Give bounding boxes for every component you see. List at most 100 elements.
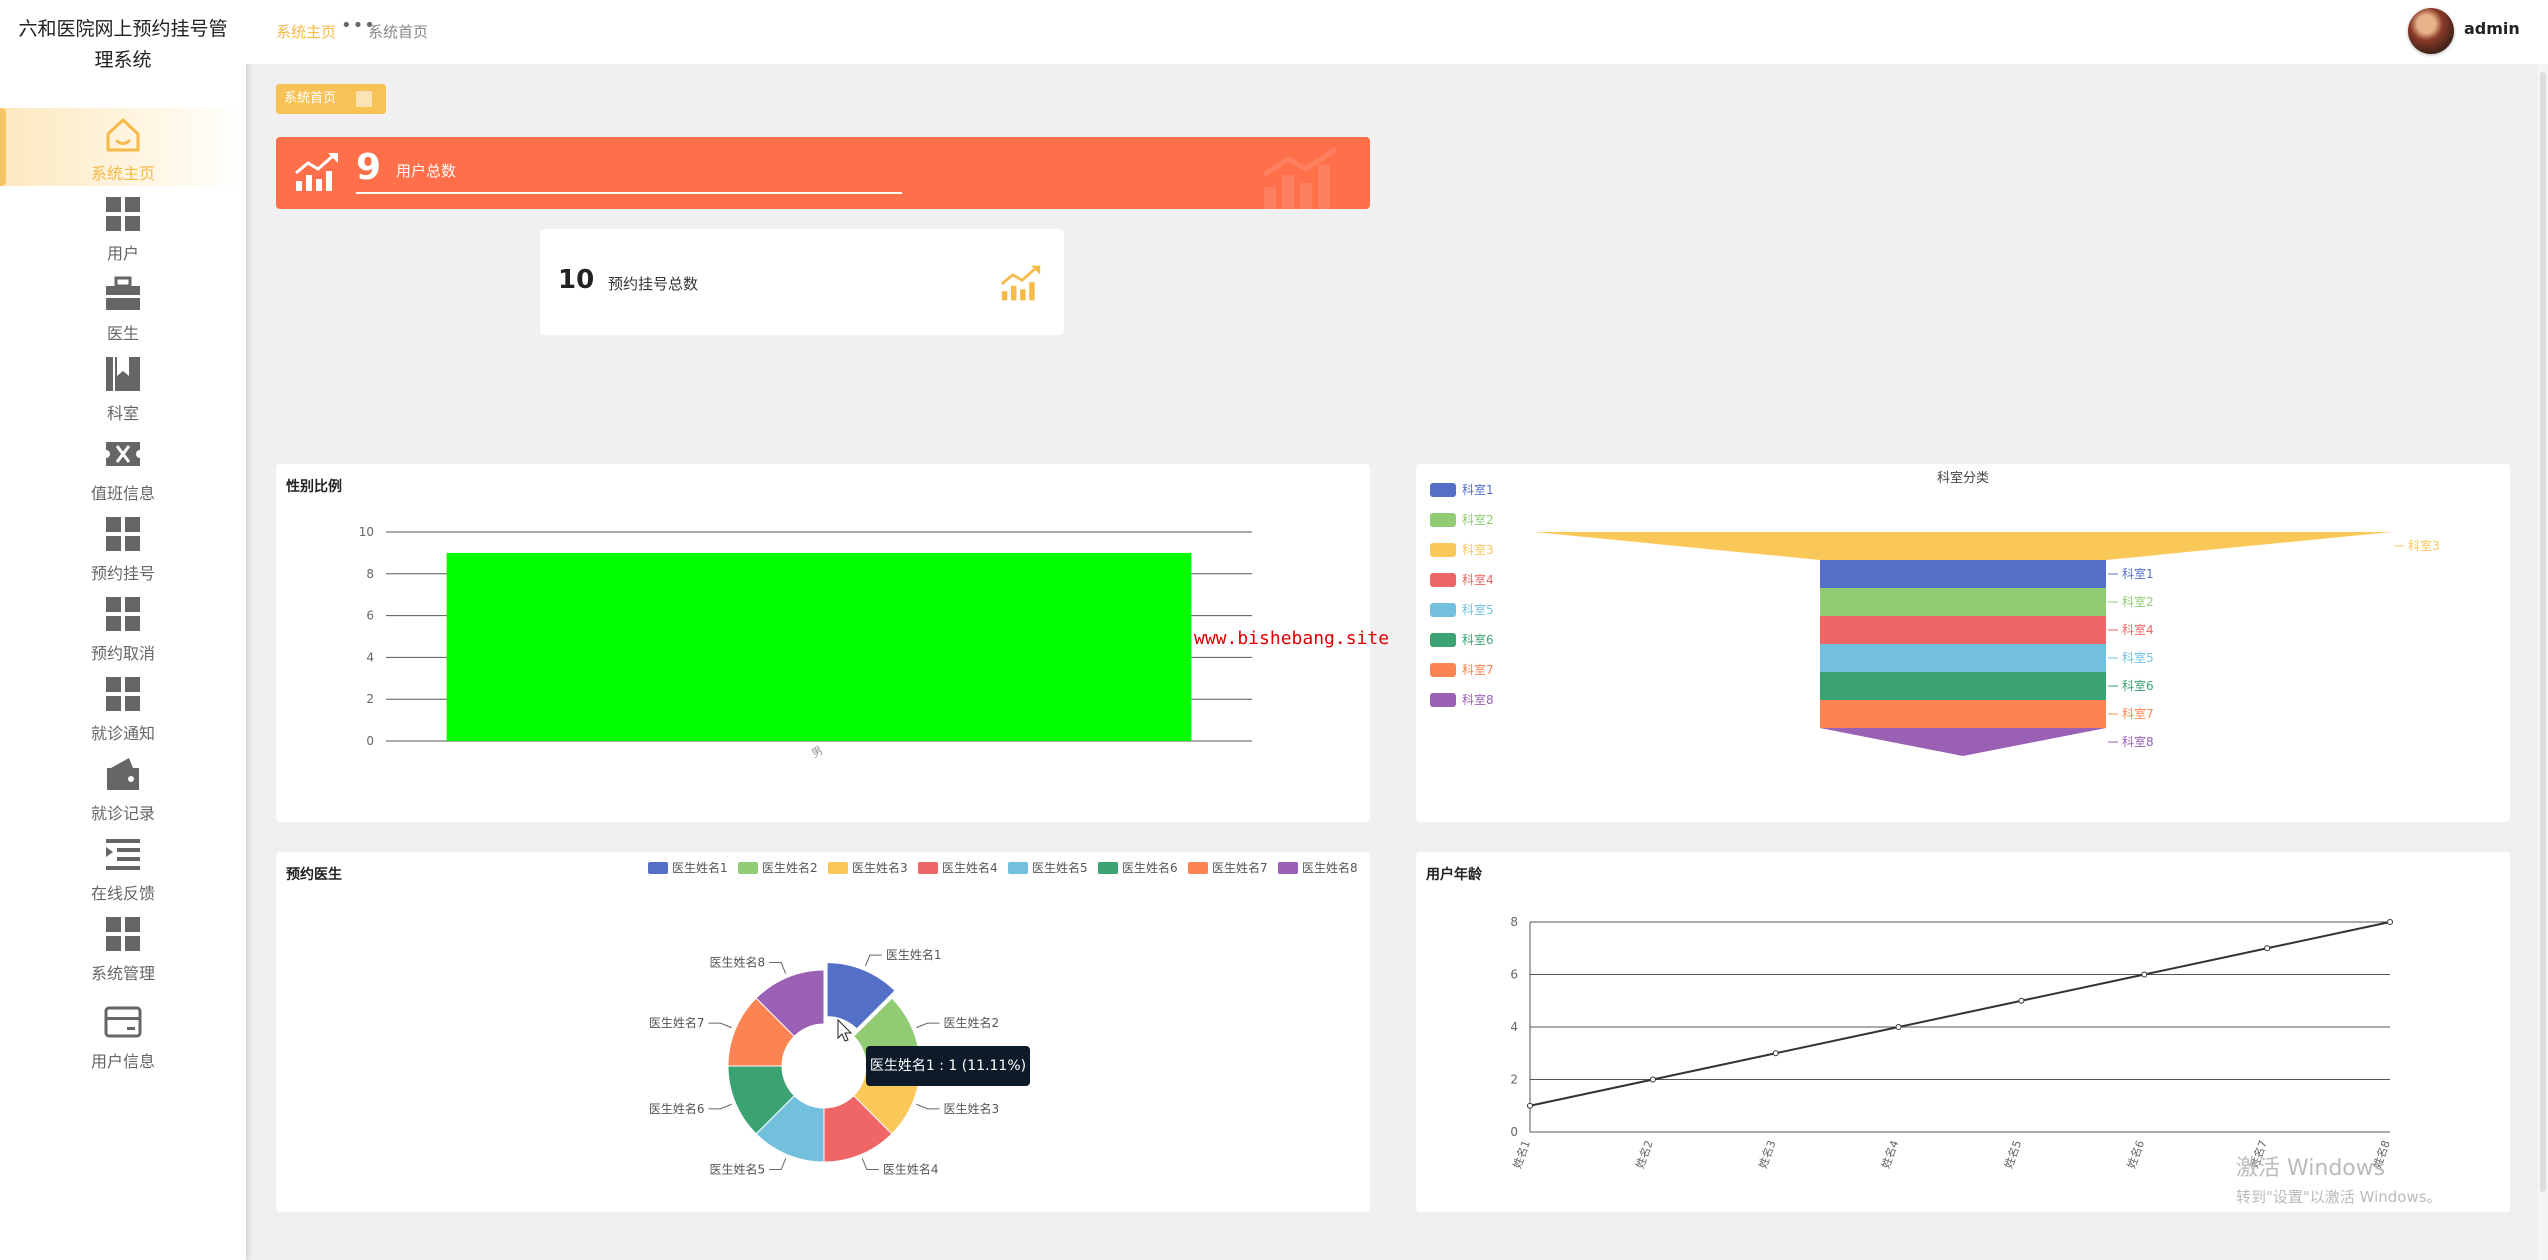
y-tick-label: 8 — [366, 567, 374, 581]
stat-appointments-value: 10 — [558, 265, 595, 295]
sidebar-item-1[interactable]: 系统主页 — [0, 108, 246, 186]
sidebar-item-6[interactable]: 预约挂号 — [0, 508, 246, 586]
trend-up-icon — [295, 153, 338, 191]
data-point — [2141, 971, 2148, 978]
tag-close-icon[interactable] — [356, 91, 372, 107]
legend-swatch — [1430, 603, 1456, 617]
legend-swatch — [1188, 862, 1208, 874]
pie-label: 医生姓名4 — [883, 1161, 939, 1176]
doctor-pie-chart: 医生姓名1 医生姓名2 医生姓名3 医生姓名4 医生姓名5 医生姓名6 医生姓名7 医生姓名8… — [648, 860, 1358, 1176]
system-title: 六和医院网上预约挂号管理系统 — [18, 18, 228, 71]
username[interactable]: admin — [2464, 19, 2520, 38]
legend-label: 科室4 — [1462, 572, 1494, 587]
funnel-label: 科室1 — [2122, 566, 2154, 581]
funnel-label: 科室3 — [2408, 538, 2440, 553]
sidebar-item-12[interactable]: 用户信息 — [0, 996, 246, 1074]
sidebar-item-label: 系统管理 — [90, 964, 155, 983]
sidebar-item-5[interactable]: 值班信息 — [0, 428, 246, 506]
chart-title: 科室分类 — [1937, 470, 1989, 486]
page-scrollbar[interactable] — [2538, 64, 2548, 1260]
legend-label: 科室3 — [1462, 542, 1494, 557]
sidebar-item-2[interactable]: 用户 — [0, 188, 246, 266]
stat-users-underline — [356, 192, 902, 194]
stat-users-value: 9 — [356, 147, 382, 188]
breadcrumb-current: 系统首页 — [368, 23, 429, 41]
chart-title: 预约医生 — [286, 867, 342, 883]
avatar[interactable] — [2408, 8, 2454, 54]
x-tick-label: 姓名5 — [2001, 1138, 2024, 1170]
funnel-stage — [1820, 560, 2106, 588]
sidebar-item-label: 医生 — [106, 324, 139, 343]
legend-swatch — [1430, 663, 1456, 677]
page-tag[interactable]: 系统首页 — [276, 84, 386, 114]
sidebar-item-9[interactable]: 就诊记录 — [0, 748, 246, 826]
sidebar-item-7[interactable]: 预约取消 — [0, 588, 246, 666]
y-tick-label: 2 — [1510, 1073, 1518, 1087]
funnel-label: 科室2 — [2122, 594, 2154, 609]
data-point — [1895, 1024, 1902, 1030]
grid-icon — [106, 517, 140, 551]
chart-title: 性别比例 — [286, 479, 342, 495]
pie-label: 医生姓名6 — [649, 1101, 705, 1116]
legend-label: 医生姓名6 — [1122, 860, 1178, 875]
y-tick-label: 4 — [366, 650, 374, 664]
funnel-stage — [1534, 532, 2392, 560]
scrollbar-thumb[interactable] — [2540, 72, 2546, 1192]
data-point — [1772, 1050, 1779, 1057]
pie-tooltip: 医生姓名1 : 1 (11.11%) — [866, 1046, 1030, 1086]
breadcrumb-home[interactable]: 系统主页 — [276, 23, 337, 41]
data-point — [2018, 997, 2025, 1004]
sidebar-item-label: 在线反馈 — [90, 884, 155, 903]
card-user-age: 用户年龄 0 2 4 6 8 姓名1 姓名2 姓名3 姓名4 姓名5 姓名6 姓名7 姓名8 — [1416, 852, 2510, 1212]
trend-up-icon — [1000, 265, 1041, 301]
funnel-stage — [1820, 672, 2106, 700]
card-doctor-appointments: 预约医生 医生姓名1 医生姓名2 医生姓名3 医生姓名4 医生姓名5 医生姓名6 医生姓名7… — [276, 852, 1370, 1212]
pie-label-line — [861, 1158, 879, 1170]
windows-activation-title: 激活 Windows — [2236, 1156, 2386, 1181]
funnel-label: 科室5 — [2122, 650, 2154, 665]
legend-label: 医生姓名8 — [1302, 860, 1358, 875]
y-tick-label: 0 — [366, 734, 374, 748]
sidebar-item-3[interactable]: 医生 — [0, 268, 246, 346]
y-tick-label: 4 — [1510, 1020, 1518, 1034]
y-tick-label: 10 — [359, 525, 374, 539]
bar — [446, 552, 1192, 741]
funnel-label: 科室8 — [2122, 734, 2154, 749]
legend-swatch — [1278, 862, 1298, 874]
y-tick-label: 8 — [1510, 915, 1518, 929]
y-tick-label: 0 — [1510, 1125, 1518, 1139]
book-icon — [106, 357, 140, 391]
sidebar-item-label: 就诊记录 — [90, 804, 155, 823]
briefcase-icon — [106, 276, 140, 310]
pie-label: 医生姓名2 — [943, 1015, 999, 1030]
legend-swatch — [1098, 862, 1118, 874]
data-point — [2264, 945, 2271, 952]
watermark-text: www.bishebang.site — [1194, 628, 1390, 649]
legend-label: 医生姓名2 — [762, 860, 818, 875]
pie-label: 医生姓名1 — [886, 947, 942, 962]
x-tick-label: 男 — [809, 744, 825, 761]
sidebar-item-11[interactable]: 系统管理 — [0, 908, 246, 986]
page-tag-label: 系统首页 — [284, 91, 337, 106]
sidebar-item-label: 就诊通知 — [90, 724, 155, 743]
list-indent-icon — [106, 839, 140, 870]
sidebar-item-10[interactable]: 在线反馈 — [0, 828, 246, 906]
breadcrumb-separator-icon: ••• — [341, 15, 376, 36]
funnel-label: 科室7 — [2122, 706, 2154, 721]
card-gender-ratio: 性别比例 0 2 4 6 8 10 男 — [276, 464, 1370, 822]
sidebar-item-8[interactable]: 就诊通知 — [0, 668, 246, 746]
ticket-icon — [106, 442, 140, 466]
pie-label-line — [916, 1103, 940, 1110]
legend-label: 科室2 — [1462, 512, 1494, 527]
sidebar-item-4[interactable]: 科室 — [0, 348, 246, 426]
pie-slice — [755, 969, 825, 1038]
pie-slice — [826, 962, 896, 1030]
legend-swatch — [1430, 693, 1456, 707]
funnel-label: 科室6 — [2122, 678, 2154, 693]
pie-label-line — [708, 1103, 732, 1110]
pie-label-line — [916, 1022, 940, 1029]
funnel-stage — [1820, 700, 2106, 728]
grid-icon — [106, 197, 140, 231]
